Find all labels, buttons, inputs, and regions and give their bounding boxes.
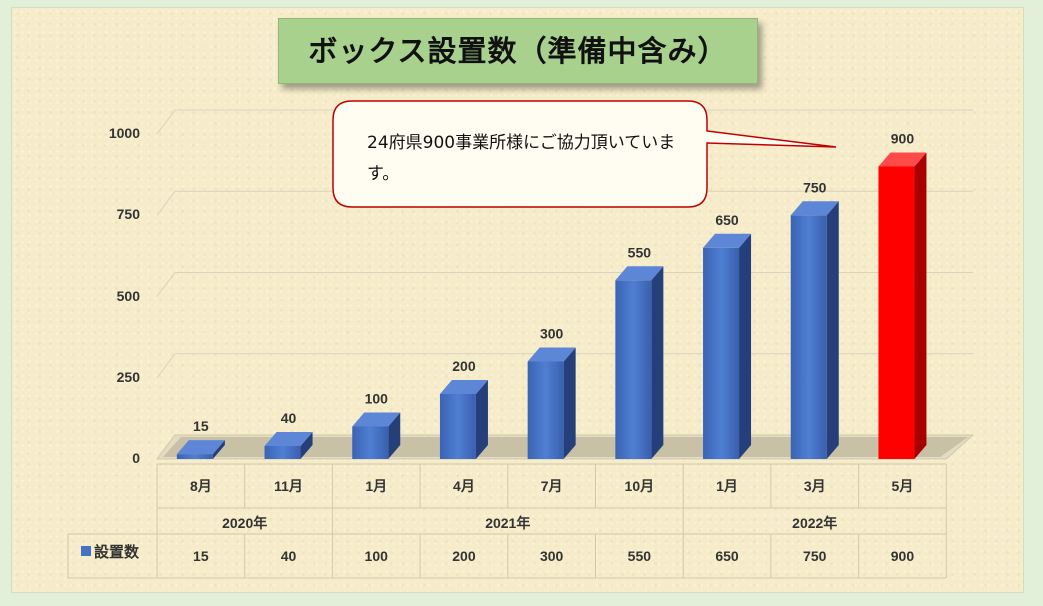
data-label-2: 100 xyxy=(365,391,389,407)
bar-1 xyxy=(264,432,313,459)
data-label-0: 15 xyxy=(193,418,209,434)
table-value-3: 200 xyxy=(452,548,476,564)
legend-label: 設置数 xyxy=(94,543,140,561)
table-value-0: 15 xyxy=(193,548,209,564)
chart-title: ボックス設置数（準備中含み） xyxy=(308,34,728,68)
y-tick-label: 500 xyxy=(116,287,140,304)
bar-2 xyxy=(352,412,401,459)
bar-5 xyxy=(615,266,664,459)
data-label-1: 40 xyxy=(281,410,297,426)
month-label-7: 3月 xyxy=(803,478,826,494)
bar-0 xyxy=(176,440,225,459)
gridline-depth xyxy=(156,272,176,297)
table-value-8: 900 xyxy=(890,548,915,564)
year-label-2: 2022年 xyxy=(792,515,838,531)
legend-key xyxy=(81,546,91,556)
year-label-0: 2020年 xyxy=(222,515,268,531)
y-tick-label: 250 xyxy=(116,368,140,385)
table-value-7: 750 xyxy=(803,548,827,564)
month-label-5: 10月 xyxy=(624,478,655,494)
data-label-4: 300 xyxy=(540,326,564,342)
month-label-4: 7月 xyxy=(540,478,563,494)
year-label-1: 2021年 xyxy=(485,515,531,531)
data-table-grid xyxy=(67,463,947,579)
bar-4 xyxy=(527,347,576,459)
y-tick-label: 750 xyxy=(116,206,140,223)
month-label-2: 1月 xyxy=(365,478,388,494)
table-value-4: 300 xyxy=(539,548,564,564)
gridline-depth xyxy=(156,190,176,216)
bar-3 xyxy=(439,380,488,459)
gridline-depth xyxy=(156,353,176,379)
data-label-5: 550 xyxy=(628,244,652,260)
chart-title-box: ボックス設置数（準備中含み） xyxy=(278,18,758,84)
data-label-3: 200 xyxy=(452,358,476,374)
month-label-3: 4月 xyxy=(453,478,475,494)
table-value-6: 650 xyxy=(715,548,739,564)
table-value-2: 100 xyxy=(364,548,388,564)
month-label-6: 1月 xyxy=(716,478,738,494)
bar-7 xyxy=(790,201,839,459)
table-value-1: 40 xyxy=(280,548,297,564)
bar-8 xyxy=(878,152,927,459)
y-tick-label: 1000 xyxy=(108,125,140,141)
bar-6 xyxy=(703,233,752,459)
month-label-8: 5月 xyxy=(891,478,914,494)
data-label-7: 750 xyxy=(803,179,827,195)
callout-bubble xyxy=(332,100,837,208)
y-tick-label: 0 xyxy=(132,450,140,466)
gridline-depth xyxy=(156,109,176,135)
table-value-5: 550 xyxy=(627,548,652,564)
month-label-1: 11月 xyxy=(274,478,303,494)
data-label-8: 900 xyxy=(891,131,915,147)
month-label-0: 8月 xyxy=(189,478,212,494)
data-label-6: 650 xyxy=(715,212,739,228)
callout-annotation: 24府県900事業所様にご協力頂いています。 xyxy=(367,133,676,184)
